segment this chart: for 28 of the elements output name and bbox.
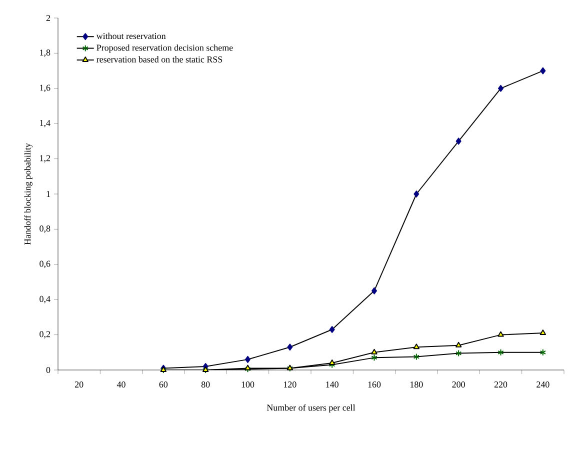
y-tick-label: 0,6: [40, 260, 50, 268]
x-tick-label: 100: [242, 381, 254, 388]
y-tick-label: 1,8: [40, 50, 50, 57]
y-tick-label: 1: [46, 191, 50, 197]
x-tick-label: 120: [284, 381, 296, 388]
y-tick-label: 1,4: [40, 120, 50, 128]
x-tick-label: 180: [410, 381, 423, 388]
legend-label: reservation based on the static RSS: [96, 56, 222, 62]
x-tick-label: 140: [326, 381, 338, 388]
y-tick-label: 1,2: [40, 155, 50, 162]
x-tick-label: 240: [536, 381, 550, 388]
x-tick-label: 60: [159, 381, 168, 388]
x-tick-label: 160: [368, 381, 381, 388]
x-tick-label: 20: [74, 381, 84, 388]
x-tick-label: 40: [116, 381, 126, 388]
y-tick-label: 0: [46, 366, 50, 374]
y-tick-label: 0,8: [40, 226, 50, 233]
legend-label: without reservation: [96, 32, 166, 40]
legend-label: Proposed reservation decision scheme: [96, 44, 233, 53]
x-tick-label: 220: [494, 381, 508, 388]
x-tick-label: 200: [452, 381, 465, 388]
y-tick-label: 0,2: [40, 331, 50, 338]
y-axis-title: Handoff blocking pobability: [24, 143, 32, 245]
y-tick-label: 1,6: [40, 84, 50, 92]
x-axis-title: Number of users per cell: [266, 404, 356, 413]
x-tick-label: 80: [201, 381, 210, 388]
y-tick-label: 0,4: [40, 296, 50, 304]
y-tick-label: 2: [46, 15, 50, 21]
